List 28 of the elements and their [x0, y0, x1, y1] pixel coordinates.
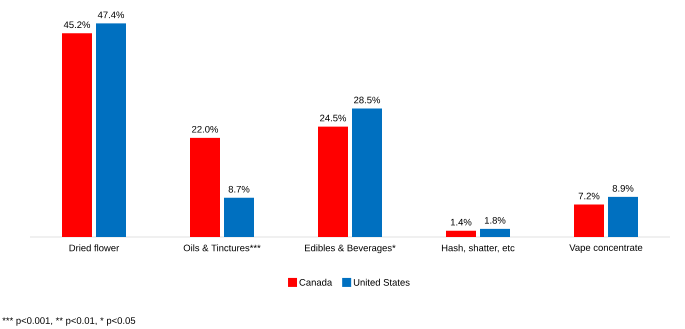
- bar: [480, 228, 510, 237]
- x-tick-label: Oils & Tinctures***: [184, 244, 261, 252]
- x-tick-label: Vape concentrate: [569, 244, 642, 253]
- data-label: 22.0%: [192, 126, 218, 133]
- data-label: 7.2%: [578, 192, 600, 200]
- bar: [190, 138, 220, 237]
- data-label: 24.5%: [320, 114, 346, 122]
- data-label: 45.2%: [64, 21, 90, 28]
- text: *** p<0.001, ** p<0.01, * p<0.05: [2, 317, 136, 326]
- data-label: 8.7%: [228, 186, 250, 193]
- data-label: 28.5%: [354, 96, 380, 104]
- data-label: 47.4%: [98, 12, 124, 18]
- bar: [224, 198, 254, 237]
- x-tick-label: Hash, shatter, etc: [442, 244, 515, 252]
- bar: [352, 108, 382, 237]
- bar: [96, 23, 126, 237]
- bar: [574, 204, 604, 237]
- bar: [608, 196, 638, 237]
- data-label: 8.9%: [612, 184, 634, 192]
- data-label: 1.4%: [450, 218, 472, 226]
- legend-label: Canada: [300, 278, 332, 286]
- x-tick-label: Dried flower: [70, 244, 120, 252]
- bar: [446, 230, 476, 237]
- bar: [62, 33, 92, 237]
- legend-label: United States: [354, 278, 410, 286]
- x-tick-label: Edibles & Beverages*: [305, 244, 396, 254]
- bar: [318, 126, 348, 237]
- data-label: 1.8%: [484, 216, 506, 224]
